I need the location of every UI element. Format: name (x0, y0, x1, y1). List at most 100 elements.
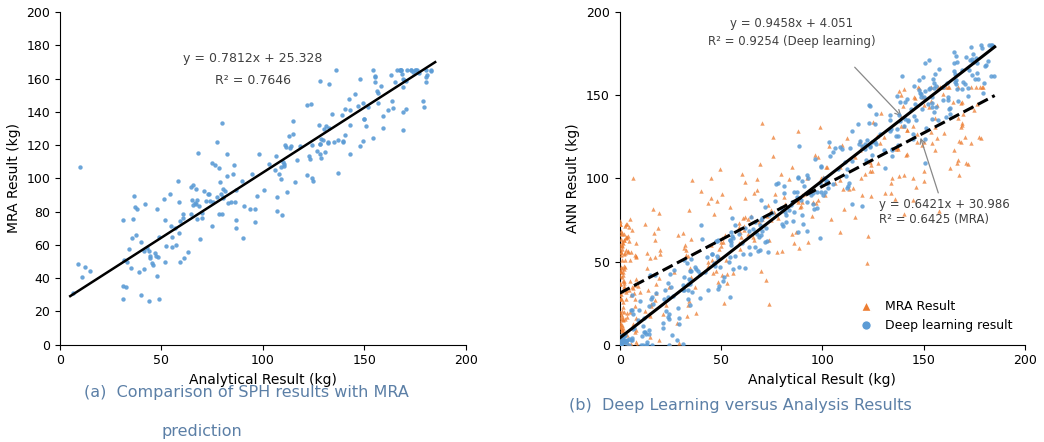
Point (408, 67, 425, 74)
MRA Result (895, 103, 911, 110)
MRA Result (736, 195, 753, 202)
Point (324, 110, 340, 118)
Deep learning result (657, 286, 673, 293)
MRA Result (784, 164, 801, 171)
Deep learning result (661, 341, 678, 348)
Deep learning result (894, 72, 910, 79)
Deep learning result (621, 341, 638, 348)
MRA Result (626, 302, 643, 309)
MRA Result (627, 253, 644, 260)
MRA Result (627, 240, 644, 247)
Deep learning result (918, 125, 934, 132)
Deep learning result (754, 214, 770, 221)
MRA Result (776, 193, 792, 200)
Deep learning result (975, 80, 992, 87)
Point (213, 210, 230, 217)
MRA Result (627, 253, 644, 260)
MRA Result (800, 238, 816, 245)
Deep learning result (796, 221, 812, 228)
Point (311, 122, 328, 129)
MRA Result (758, 276, 775, 283)
MRA Result (616, 250, 633, 257)
Deep learning result (655, 324, 671, 332)
Point (147, 252, 164, 259)
Point (384, 98, 401, 105)
Deep learning result (947, 78, 964, 85)
Deep learning result (926, 70, 943, 77)
MRA Result (623, 291, 640, 298)
Point (365, 67, 382, 74)
Deep learning result (950, 98, 967, 105)
Point (208, 194, 224, 201)
MRA Result (896, 85, 912, 92)
MRA Result (680, 302, 696, 309)
Point (358, 122, 375, 129)
MRA Result (734, 214, 751, 221)
MRA Result (706, 259, 722, 266)
Point (157, 216, 173, 223)
MRA Result (612, 263, 628, 271)
Point (340, 95, 357, 102)
Deep learning result (778, 211, 794, 218)
MRA Result (681, 297, 697, 305)
Deep learning result (888, 93, 905, 100)
Deep learning result (658, 307, 674, 314)
Deep learning result (781, 207, 798, 214)
Point (369, 88, 385, 95)
Point (210, 210, 227, 217)
MRA Result (618, 233, 635, 240)
Deep learning result (753, 217, 769, 224)
Deep learning result (617, 338, 634, 345)
Point (285, 118, 302, 125)
Point (388, 67, 405, 74)
MRA Result (963, 103, 979, 110)
Deep learning result (987, 72, 1003, 80)
MRA Result (613, 256, 630, 263)
MRA Result (615, 272, 632, 279)
Text: (a)  Comparison of SPH results with MRA: (a) Comparison of SPH results with MRA (84, 385, 408, 400)
MRA Result (854, 143, 871, 150)
Point (341, 150, 358, 157)
MRA Result (870, 160, 886, 167)
MRA Result (835, 186, 852, 193)
MRA Result (612, 279, 628, 286)
Deep learning result (820, 184, 836, 191)
Y-axis label: MRA Result (kg): MRA Result (kg) (7, 123, 21, 233)
MRA Result (926, 123, 943, 130)
Point (180, 249, 196, 256)
Deep learning result (820, 179, 836, 187)
Point (114, 283, 130, 290)
Point (183, 183, 199, 191)
MRA Result (647, 290, 664, 297)
MRA Result (975, 83, 992, 90)
Deep learning result (777, 209, 793, 216)
MRA Result (821, 143, 837, 150)
MRA Result (904, 196, 921, 203)
Point (142, 253, 159, 260)
MRA Result (614, 308, 631, 315)
MRA Result (818, 164, 835, 171)
MRA Result (931, 83, 948, 90)
Point (136, 248, 152, 255)
MRA Result (940, 83, 956, 90)
MRA Result (613, 310, 630, 317)
Deep learning result (660, 293, 677, 301)
MRA Result (861, 158, 878, 165)
Point (256, 187, 272, 194)
Deep learning result (670, 320, 687, 328)
Deep learning result (912, 89, 929, 96)
Deep learning result (884, 147, 901, 154)
MRA Result (813, 175, 830, 182)
MRA Result (923, 129, 940, 136)
MRA Result (739, 231, 756, 238)
MRA Result (934, 83, 951, 90)
X-axis label: Analytical Result (kg): Analytical Result (kg) (189, 373, 337, 387)
MRA Result (612, 296, 628, 303)
Deep learning result (681, 276, 697, 283)
Point (128, 205, 145, 212)
MRA Result (852, 138, 869, 145)
MRA Result (950, 83, 967, 90)
Deep learning result (868, 140, 884, 147)
Deep learning result (632, 297, 648, 304)
MRA Result (886, 195, 903, 202)
